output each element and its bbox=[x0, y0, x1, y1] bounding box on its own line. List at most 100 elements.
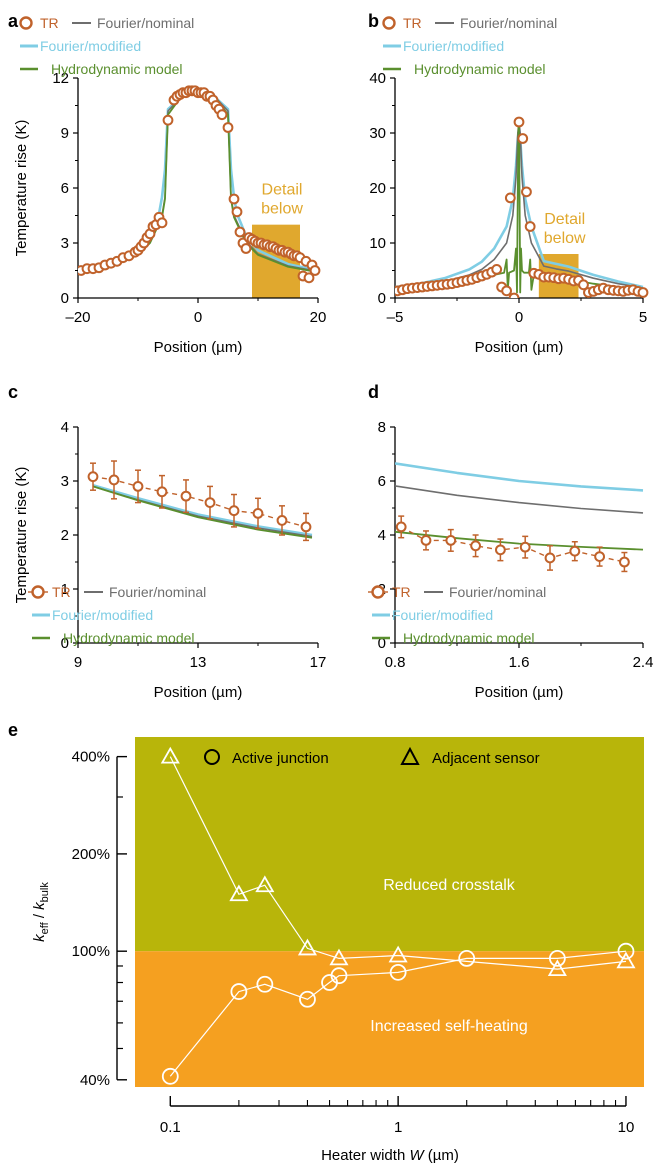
legend-marker-active-junction bbox=[204, 749, 220, 765]
plot-area bbox=[87, 460, 313, 542]
panel-label-b: b bbox=[368, 11, 379, 31]
x-tick-label: 0 bbox=[515, 309, 523, 326]
legend: TR Fourier/nominal Fourier/modified Hydrody… bbox=[28, 584, 206, 646]
y-tick-label: 6 bbox=[378, 473, 386, 490]
panel-label-a: a bbox=[8, 11, 19, 31]
x-tick-label: 5 bbox=[639, 309, 647, 326]
y-tick-label: 9 bbox=[61, 125, 69, 142]
data-point-tr bbox=[216, 109, 228, 121]
x-label-prefix: Heater width bbox=[321, 1147, 409, 1164]
tr-dashed-line bbox=[92, 476, 307, 528]
y-axis-label: Temperature rise (K) bbox=[13, 120, 30, 257]
data-point-tr bbox=[470, 540, 482, 552]
legend-label-nominal: Fourier/nominal bbox=[449, 584, 546, 600]
data-point-tr bbox=[204, 497, 216, 509]
x-axis-label: Position (µm) bbox=[154, 339, 243, 356]
data-point-tr bbox=[222, 122, 234, 133]
legend-marker-tr bbox=[19, 16, 33, 30]
data-point-tr bbox=[491, 264, 503, 275]
data-point-tr bbox=[309, 265, 321, 276]
legend-label-tr: TR bbox=[403, 15, 422, 31]
data-point-active-junction bbox=[617, 942, 635, 960]
data-point-active-junction bbox=[256, 975, 274, 993]
x-tick-label: 0.1 bbox=[160, 1119, 181, 1136]
x-tick-label: 10 bbox=[618, 1119, 635, 1136]
y-tick-label: 100% bbox=[72, 943, 110, 960]
legend-label-tr: TR bbox=[392, 584, 411, 600]
detail-label-line1: Detail bbox=[262, 182, 303, 199]
series-line-fourier-nominal bbox=[395, 485, 644, 514]
y-tick-label: 0 bbox=[61, 290, 69, 307]
y-tick-label: 4 bbox=[378, 527, 386, 544]
chart-panel-c: 0 1 2 3 4 9 13 17 Position (µm) Temperature rise … bbox=[13, 419, 326, 701]
y-tick-label: 2 bbox=[61, 527, 69, 544]
legend-label-hydro: Hydrodynamic model bbox=[51, 61, 183, 77]
legend: TR Fourier/nominal Fourier/modified Hydrody… bbox=[368, 584, 546, 646]
series-line-fourier-modified bbox=[92, 484, 313, 537]
data-point-active-junction bbox=[230, 983, 248, 1000]
x-tick-label: 17 bbox=[310, 654, 327, 671]
y-tick-label: 8 bbox=[378, 419, 386, 436]
legend: TR Fourier/nominal Fourier/modified Hydrody… bbox=[382, 15, 557, 77]
data-point-tr bbox=[87, 471, 99, 483]
legend-label-nominal: Fourier/nominal bbox=[109, 584, 206, 600]
y-tick-label: 40% bbox=[80, 1072, 110, 1089]
legend-label-modified: Fourier/modified bbox=[392, 607, 493, 623]
data-point-adjacent-sensor bbox=[160, 746, 180, 764]
data-point-tr bbox=[231, 206, 243, 218]
legend-label-active-junction: Active junction bbox=[232, 750, 329, 767]
series-line-hydrodynamic-model bbox=[395, 121, 644, 294]
data-point-tr bbox=[234, 226, 246, 238]
legend-label-modified: Fourier/modified bbox=[403, 38, 504, 54]
data-point-tr bbox=[180, 490, 192, 502]
series-line-hydrodynamic-model bbox=[92, 485, 313, 539]
data-point-tr bbox=[276, 515, 288, 526]
data-point-tr bbox=[300, 521, 312, 533]
data-point-adjacent-sensor bbox=[547, 959, 567, 977]
x-axis-label: Position (µm) bbox=[154, 684, 243, 701]
x-axis-label: Position (µm) bbox=[475, 339, 564, 356]
data-point-adjacent-sensor bbox=[388, 945, 408, 963]
data-point-active-junction bbox=[548, 949, 566, 967]
y-tick-label: 12 bbox=[52, 70, 69, 87]
data-point-tr bbox=[228, 505, 240, 517]
legend-label-adjacent-sensor: Adjacent sensor bbox=[432, 750, 540, 767]
data-point-adjacent-sensor bbox=[329, 948, 349, 966]
y-label-sep: / bbox=[31, 910, 48, 923]
y-tick-label: 40 bbox=[369, 70, 386, 87]
legend-label-modified: Fourier/modified bbox=[40, 38, 141, 54]
data-point-adjacent-sensor bbox=[229, 884, 249, 902]
chart-panel-e: Reduced crosstalk Increased self-heating 4… bbox=[31, 737, 644, 1164]
detail-label-line1: Detail bbox=[544, 211, 585, 228]
y-label-sub-eff: eff bbox=[39, 921, 51, 934]
data-point-tr bbox=[519, 541, 531, 553]
x-axis-label: Heater width W (µm) bbox=[321, 1147, 459, 1164]
tr-dashed-line bbox=[400, 526, 625, 563]
legend-marker-tr bbox=[371, 585, 385, 599]
y-tick-label: 0 bbox=[61, 635, 69, 652]
legend-label-hydro: Hydrodynamic model bbox=[414, 61, 546, 77]
x-tick-label: 13 bbox=[190, 654, 207, 671]
x-axis-label: Position (µm) bbox=[475, 684, 564, 701]
data-point-tr bbox=[517, 133, 529, 144]
plot-area bbox=[78, 85, 321, 284]
y-tick-label: 6 bbox=[61, 180, 69, 197]
data-point-tr bbox=[303, 272, 315, 284]
legend-label-tr: TR bbox=[52, 584, 71, 600]
data-point-tr bbox=[544, 552, 556, 564]
data-point-tr bbox=[504, 192, 516, 204]
legend: TR Fourier/nominal Fourier/modified Hydrody… bbox=[19, 15, 194, 77]
y-tick-label: 1 bbox=[61, 581, 69, 598]
region-reduced-crosstalk bbox=[135, 737, 644, 952]
x-tick-label: 2.4 bbox=[633, 654, 654, 671]
data-point-active-junction bbox=[389, 963, 407, 981]
legend-marker-adjacent-sensor bbox=[400, 746, 420, 765]
y-tick-label: 3 bbox=[61, 235, 69, 252]
data-point-active-junction bbox=[161, 1067, 179, 1085]
data-point-adjacent-sensor bbox=[297, 938, 318, 956]
y-tick-label: 0 bbox=[378, 290, 386, 307]
x-tick-label: 1.6 bbox=[509, 654, 530, 671]
data-point-tr bbox=[132, 481, 144, 492]
data-point-tr bbox=[156, 486, 168, 498]
